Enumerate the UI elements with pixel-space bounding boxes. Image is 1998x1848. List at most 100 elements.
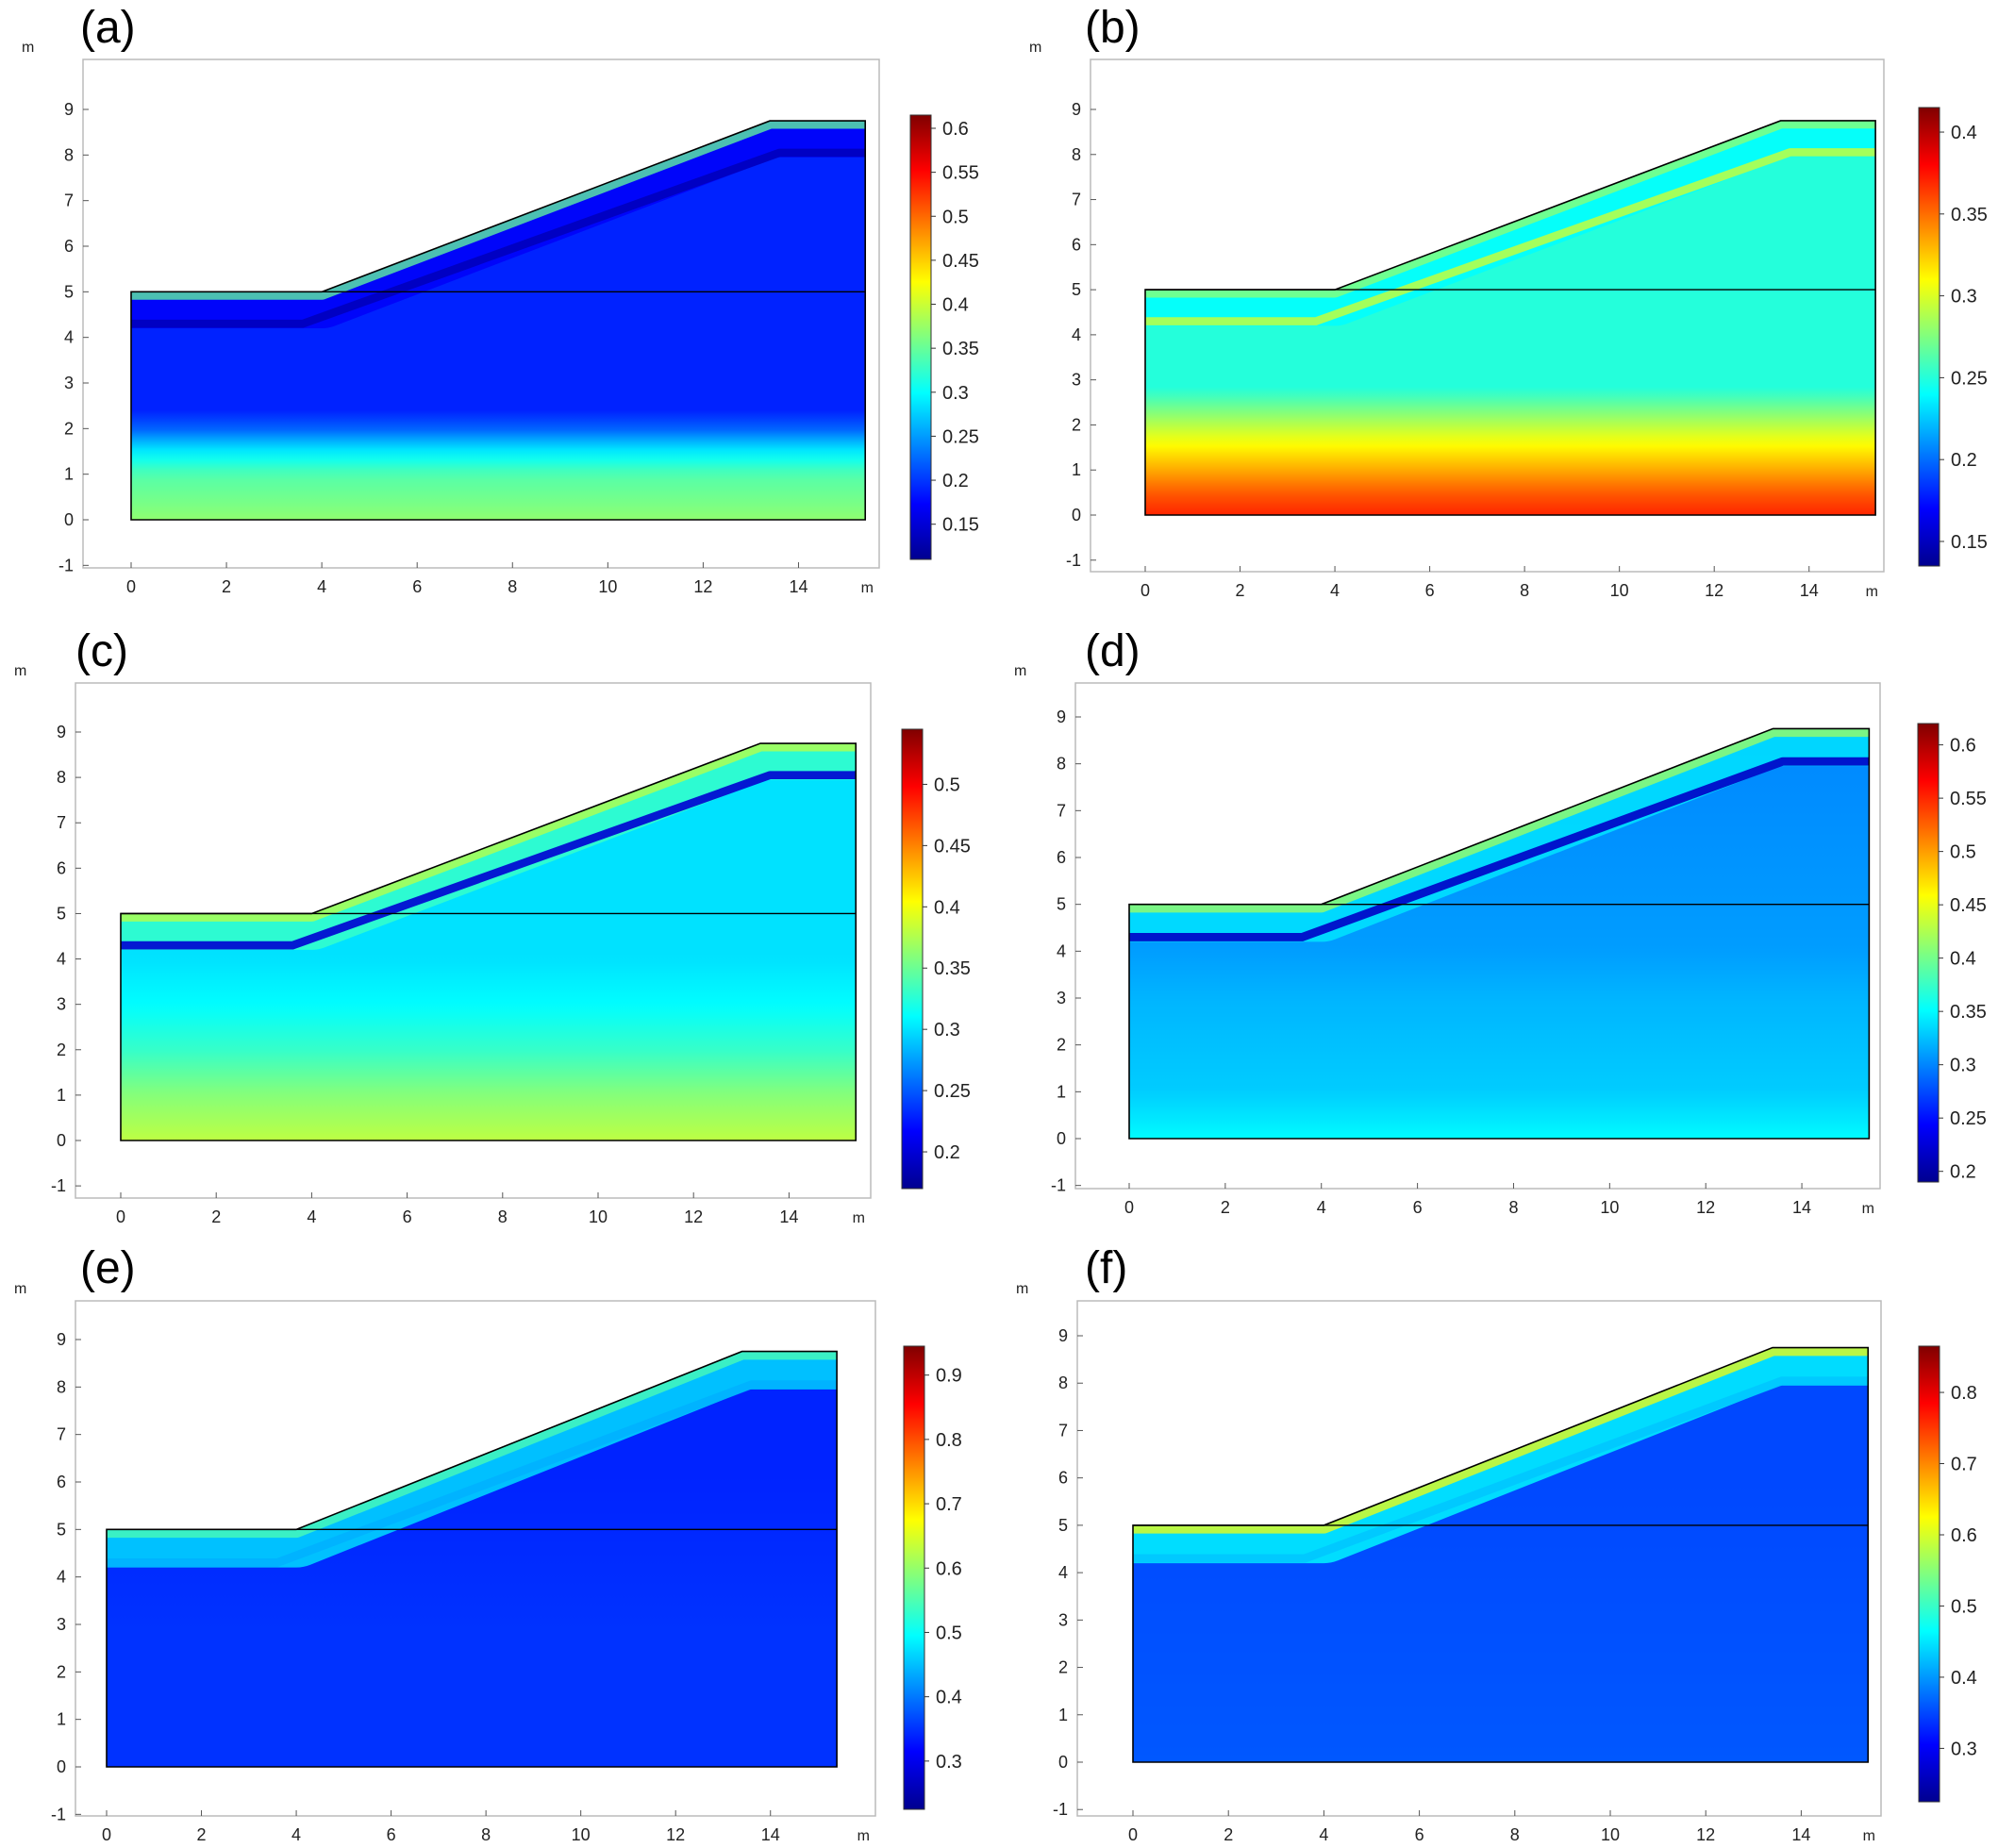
y-tick-label: 5 — [57, 904, 66, 923]
colorbar-tick-label: 0.6 — [942, 119, 969, 140]
plot-frame — [75, 1300, 876, 1817]
colorbar-tick-label: 0.7 — [936, 1494, 962, 1515]
x-tick-label: 4 — [317, 577, 326, 596]
slip-line — [1145, 148, 1876, 325]
y-unit: m — [1014, 663, 1026, 679]
x-tick-label: 10 — [572, 1825, 591, 1844]
x-tick-label: 14 — [1792, 1198, 1811, 1217]
x-tick-label: 2 — [222, 577, 231, 596]
x-tick-label: 10 — [1610, 581, 1629, 600]
x-tick-label: 4 — [291, 1825, 301, 1844]
y-tick-label: 6 — [1058, 1469, 1068, 1488]
y-unit: m — [14, 1281, 26, 1297]
y-tick-label: 5 — [64, 282, 74, 301]
colorbar-tick-label: 0.15 — [942, 515, 979, 536]
colorbar-tick-label: 0.2 — [934, 1142, 960, 1163]
plot-frame — [1090, 58, 1885, 573]
y-tick-label: 1 — [1057, 1082, 1066, 1101]
y-tick-label: 3 — [1057, 989, 1066, 1007]
x-tick-label: 14 — [1791, 1825, 1810, 1844]
x-tick-label: 12 — [1705, 581, 1723, 600]
y-tick-label: 1 — [57, 1086, 66, 1105]
y-tick-label: 0 — [57, 1131, 66, 1150]
y-tick-label: 1 — [1058, 1706, 1068, 1724]
x-tick-label: 12 — [1696, 1198, 1715, 1217]
y-tick-label: 8 — [1058, 1374, 1068, 1392]
slip-line — [131, 148, 866, 328]
y-tick-label: 5 — [1058, 1516, 1068, 1535]
y-tick-label: 3 — [57, 995, 66, 1014]
colorbar-tick-label: 0.5 — [936, 1623, 962, 1643]
x-tick-label: 12 — [684, 1207, 703, 1226]
colorbar-tick-label: 0.35 — [934, 958, 971, 979]
y-tick-label: 1 — [1072, 460, 1081, 479]
panel-d: (d)0 2 4 6 8 10 12 14 m-10123456789m0.20.250.30.… — [1014, 626, 1987, 1217]
y-tick-label: 2 — [57, 1662, 66, 1681]
y-tick-label: 7 — [64, 191, 74, 210]
y-tick-label: 9 — [1058, 1326, 1068, 1345]
x-tick-label: 14 — [761, 1825, 780, 1844]
y-tick-label: -1 — [58, 556, 74, 574]
slip-line — [121, 771, 857, 950]
x-unit: m — [857, 1828, 870, 1844]
x-tick-label: 0 — [1141, 581, 1150, 600]
colorbar-tick-label: 0.4 — [1950, 949, 1976, 970]
x-tick-label: 0 — [102, 1825, 111, 1844]
y-tick-label: -1 — [51, 1805, 66, 1823]
x-tick-label: 2 — [1221, 1198, 1230, 1217]
colorbar — [1917, 723, 1940, 1183]
y-tick-label: 6 — [64, 237, 74, 256]
x-tick-label: 6 — [387, 1825, 396, 1844]
y-tick-label: 3 — [1072, 371, 1081, 390]
y-tick-label: 0 — [1057, 1129, 1066, 1148]
x-unit: m — [1863, 1828, 1875, 1844]
plot-frame — [1074, 682, 1881, 1190]
colorbar-tick-label: 0.8 — [936, 1430, 962, 1451]
colorbar-tick-label: 0.45 — [934, 836, 971, 857]
x-tick-label: 8 — [498, 1207, 508, 1226]
y-unit: m — [1016, 1281, 1028, 1297]
y-tick-label: 8 — [57, 1377, 66, 1396]
colorbar-tick-label: 0.5 — [934, 774, 960, 795]
x-tick-label: 6 — [403, 1207, 412, 1226]
colorbar-tick-label: 0.4 — [936, 1688, 962, 1708]
colorbar-tick-label: 0.25 — [1950, 1108, 1987, 1129]
colorbar-tick-label: 0.6 — [936, 1558, 962, 1579]
colorbar-tick-label: 0.3 — [1951, 287, 1977, 308]
colorbar-tick-label: 0.2 — [942, 471, 969, 491]
colorbar-tick-label: 0.55 — [942, 163, 979, 184]
slip-line — [1129, 757, 1870, 941]
y-unit: m — [14, 663, 26, 679]
x-tick-label: 2 — [1236, 581, 1245, 600]
x-tick-label: 14 — [789, 577, 808, 596]
y-tick-label: 0 — [1072, 506, 1081, 524]
y-tick-label: 5 — [57, 1520, 66, 1539]
colorbar-tick-label: 0.45 — [942, 251, 979, 272]
x-tick-label: 10 — [1600, 1198, 1619, 1217]
slip-line — [107, 1380, 838, 1568]
colorbar-tick-label: 0.25 — [934, 1081, 971, 1102]
colorbar-tick-label: 0.4 — [1951, 1668, 1977, 1689]
y-tick-label: 2 — [1057, 1036, 1066, 1055]
x-tick-label: 10 — [589, 1207, 608, 1226]
y-tick-label: 0 — [1058, 1753, 1068, 1772]
y-tick-label: 9 — [64, 100, 74, 119]
x-tick-label: 8 — [481, 1825, 491, 1844]
x-tick-label: 2 — [197, 1825, 207, 1844]
colorbar-tick-label: 0.7 — [1951, 1455, 1977, 1475]
colorbar-tick-label: 0.4 — [1951, 123, 1977, 143]
x-tick-label: 4 — [1330, 581, 1340, 600]
y-tick-label: 6 — [57, 858, 66, 877]
panel-e: (e)0 2 4 6 8 10 12 14 m-10123456789m0.30.40.50.6… — [14, 1243, 962, 1844]
x-tick-label: 2 — [211, 1207, 221, 1226]
field-area — [1129, 728, 1870, 1139]
y-tick-label: 2 — [64, 419, 74, 438]
x-unit: m — [1866, 584, 1878, 600]
x-tick-label: 8 — [1520, 581, 1529, 600]
y-tick-label: 5 — [1072, 280, 1081, 299]
x-tick-label: 12 — [666, 1825, 685, 1844]
y-tick-label: 7 — [1057, 801, 1066, 820]
colorbar-tick-label: 0.45 — [1950, 895, 1987, 916]
colorbar-tick-label: 0.35 — [1951, 205, 1988, 225]
y-tick-label: 3 — [1058, 1610, 1068, 1629]
